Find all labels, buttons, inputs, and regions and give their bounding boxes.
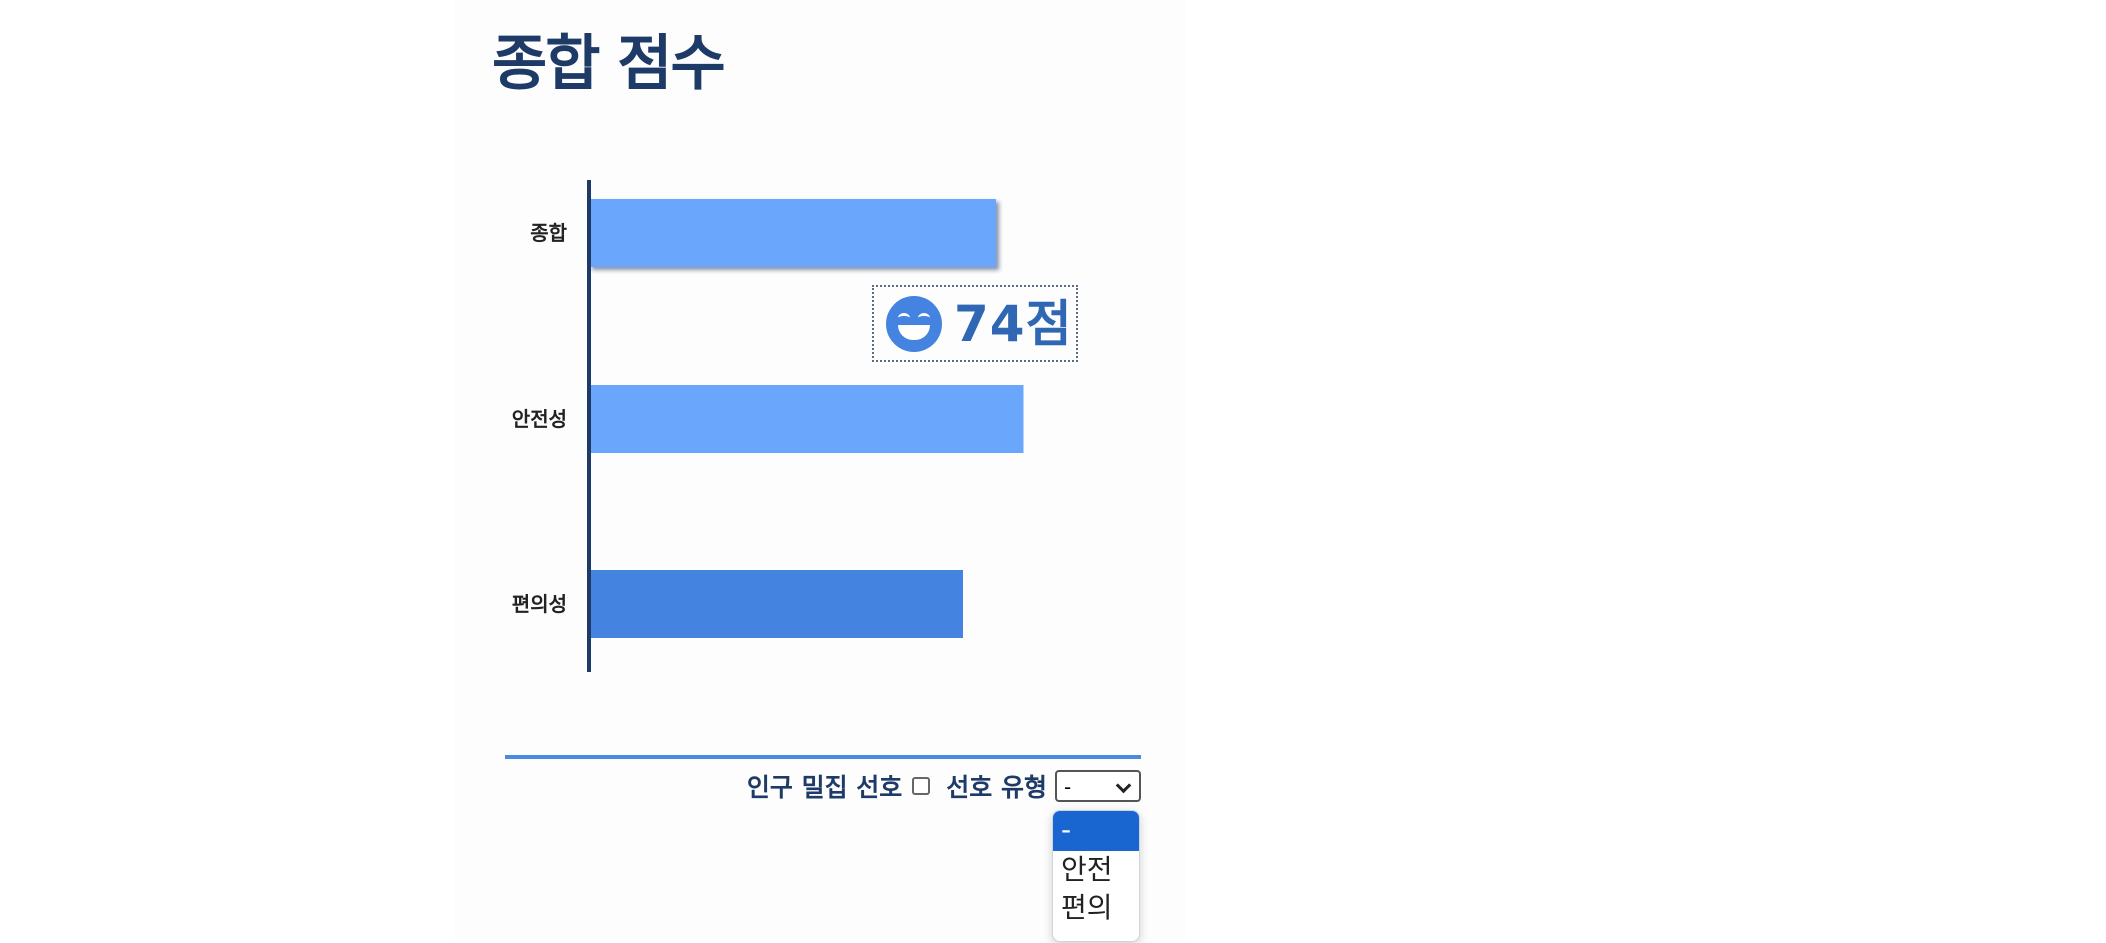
bar-1 (589, 199, 996, 267)
chevron-down-icon (1115, 777, 1132, 794)
grinning-face-icon (886, 295, 942, 352)
type-dropdown-list: - 안전 편의 (1052, 810, 1140, 942)
category-label: 안전성 (512, 407, 567, 431)
crowd-pref-label: 인구 밀집 선호 (746, 773, 903, 802)
dropdown-option[interactable]: - (1053, 811, 1139, 851)
filter-controls: 인구 밀집 선호 선호 유형 - (505, 768, 1141, 804)
dropdown-option[interactable]: 편의 (1061, 891, 1113, 924)
score-badge: 74점 (872, 285, 1078, 362)
bar-3 (589, 570, 963, 638)
score-value: 74점 (954, 294, 1073, 353)
crowd-pref-checkbox[interactable] (912, 777, 931, 795)
page-title: 종합 점수 (492, 29, 726, 99)
category-label: 편의성 (512, 592, 567, 616)
divider-line (505, 755, 1141, 759)
type-select-value: - (1064, 775, 1072, 799)
category-label: 종합 (530, 221, 567, 245)
bar-2 (589, 385, 1024, 453)
type-select[interactable]: - (1055, 770, 1141, 802)
dropdown-option[interactable]: 안전 (1061, 853, 1113, 886)
type-label: 선호 유형 (946, 773, 1047, 802)
